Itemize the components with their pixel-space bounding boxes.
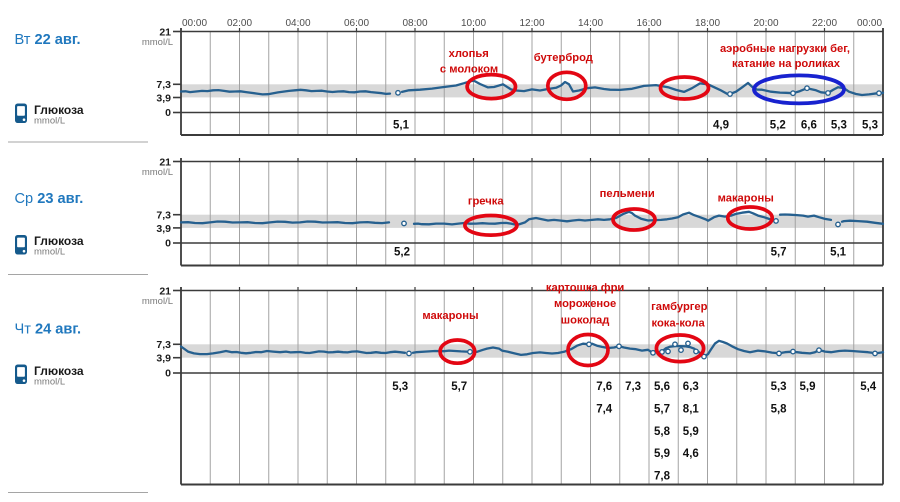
- svg-text:21: 21: [159, 156, 171, 168]
- svg-text:mmol/L: mmol/L: [34, 116, 65, 127]
- svg-text:mmol/L: mmol/L: [142, 167, 173, 178]
- svg-text:mmol/L: mmol/L: [142, 37, 173, 48]
- svg-text:00:00: 00:00: [182, 18, 207, 29]
- svg-text:14:00: 14:00: [578, 18, 603, 29]
- svg-text:гамбургер: гамбургер: [651, 301, 708, 313]
- svg-text:mmol/L: mmol/L: [34, 247, 65, 258]
- svg-text:5,1: 5,1: [393, 120, 410, 132]
- svg-text:кока-кола: кока-кола: [652, 317, 706, 329]
- svg-text:5,8: 5,8: [654, 426, 671, 438]
- svg-text:5,7: 5,7: [451, 381, 467, 393]
- svg-text:20:00: 20:00: [753, 18, 778, 29]
- svg-text:06:00: 06:00: [344, 18, 369, 29]
- svg-text:5,3: 5,3: [831, 120, 847, 132]
- svg-text:5,9: 5,9: [800, 381, 816, 393]
- svg-text:гречка: гречка: [468, 196, 505, 208]
- svg-text:00:00: 00:00: [857, 18, 882, 29]
- svg-text:7,3: 7,3: [156, 209, 171, 221]
- svg-text:0: 0: [165, 238, 171, 250]
- svg-text:шоколад: шоколад: [561, 314, 610, 326]
- svg-text:7,3: 7,3: [156, 339, 171, 351]
- svg-text:7,3: 7,3: [625, 381, 641, 393]
- svg-text:4,9: 4,9: [713, 120, 729, 132]
- svg-text:7,6: 7,6: [596, 381, 612, 393]
- svg-text:5,1: 5,1: [830, 247, 847, 259]
- svg-text:5,2: 5,2: [394, 247, 410, 259]
- svg-text:Глюкоза: Глюкоза: [34, 364, 84, 378]
- svg-text:Глюкоза: Глюкоза: [34, 103, 84, 117]
- svg-text:02:00: 02:00: [227, 18, 252, 29]
- svg-text:3,9: 3,9: [156, 92, 171, 104]
- svg-text:5,3: 5,3: [392, 381, 408, 393]
- svg-text:7,4: 7,4: [596, 403, 613, 415]
- svg-text:5,3: 5,3: [771, 381, 787, 393]
- svg-text:10:00: 10:00: [461, 18, 486, 29]
- svg-text:картошка фри: картошка фри: [546, 282, 625, 294]
- svg-text:6,6: 6,6: [801, 120, 817, 132]
- svg-text:с молоком: с молоком: [440, 64, 498, 76]
- svg-text:5,9: 5,9: [683, 426, 699, 438]
- svg-text:04:00: 04:00: [285, 18, 310, 29]
- svg-text:8,1: 8,1: [683, 403, 700, 415]
- svg-text:0: 0: [165, 368, 171, 380]
- svg-text:12:00: 12:00: [519, 18, 544, 29]
- svg-text:пельмени: пельмени: [600, 188, 655, 200]
- svg-text:5,3: 5,3: [862, 120, 878, 132]
- svg-text:21: 21: [159, 26, 171, 38]
- svg-text:катание на роликах: катание на роликах: [732, 58, 841, 70]
- svg-text:18:00: 18:00: [695, 18, 720, 29]
- svg-text:аэробные нагрузки бег,: аэробные нагрузки бег,: [720, 43, 850, 55]
- svg-text:0: 0: [165, 107, 171, 119]
- svg-text:Глюкоза: Глюкоза: [34, 234, 84, 248]
- svg-text:макароны: макароны: [718, 193, 774, 205]
- svg-text:21: 21: [159, 285, 171, 297]
- svg-text:Вт 22 авг.: Вт 22 авг.: [15, 32, 81, 48]
- svg-text:Ср 23 авг.: Ср 23 авг.: [15, 191, 84, 207]
- svg-text:mmol/L: mmol/L: [142, 296, 173, 307]
- svg-text:макароны: макароны: [422, 310, 478, 322]
- svg-text:бутерброд: бутерброд: [534, 52, 593, 64]
- svg-text:16:00: 16:00: [636, 18, 661, 29]
- svg-text:5,4: 5,4: [860, 381, 877, 393]
- svg-text:3,9: 3,9: [156, 223, 171, 235]
- svg-text:4,6: 4,6: [683, 448, 699, 460]
- svg-text:22:00: 22:00: [812, 18, 837, 29]
- svg-text:Чт 24 авг.: Чт 24 авг.: [15, 322, 82, 338]
- svg-text:7,3: 7,3: [156, 79, 171, 91]
- svg-text:08:00: 08:00: [402, 18, 427, 29]
- svg-text:5,2: 5,2: [770, 120, 786, 132]
- svg-text:мороженое: мороженое: [554, 298, 616, 310]
- svg-text:хлопья: хлопья: [449, 48, 489, 60]
- svg-text:6,3: 6,3: [683, 381, 699, 393]
- svg-text:5,9: 5,9: [654, 448, 670, 460]
- svg-text:5,8: 5,8: [771, 403, 788, 415]
- svg-text:5,7: 5,7: [654, 403, 670, 415]
- svg-text:5,7: 5,7: [771, 247, 787, 259]
- svg-text:mmol/L: mmol/L: [34, 377, 65, 388]
- svg-text:3,9: 3,9: [156, 353, 171, 365]
- svg-text:5,6: 5,6: [654, 381, 670, 393]
- svg-text:7,8: 7,8: [654, 471, 671, 483]
